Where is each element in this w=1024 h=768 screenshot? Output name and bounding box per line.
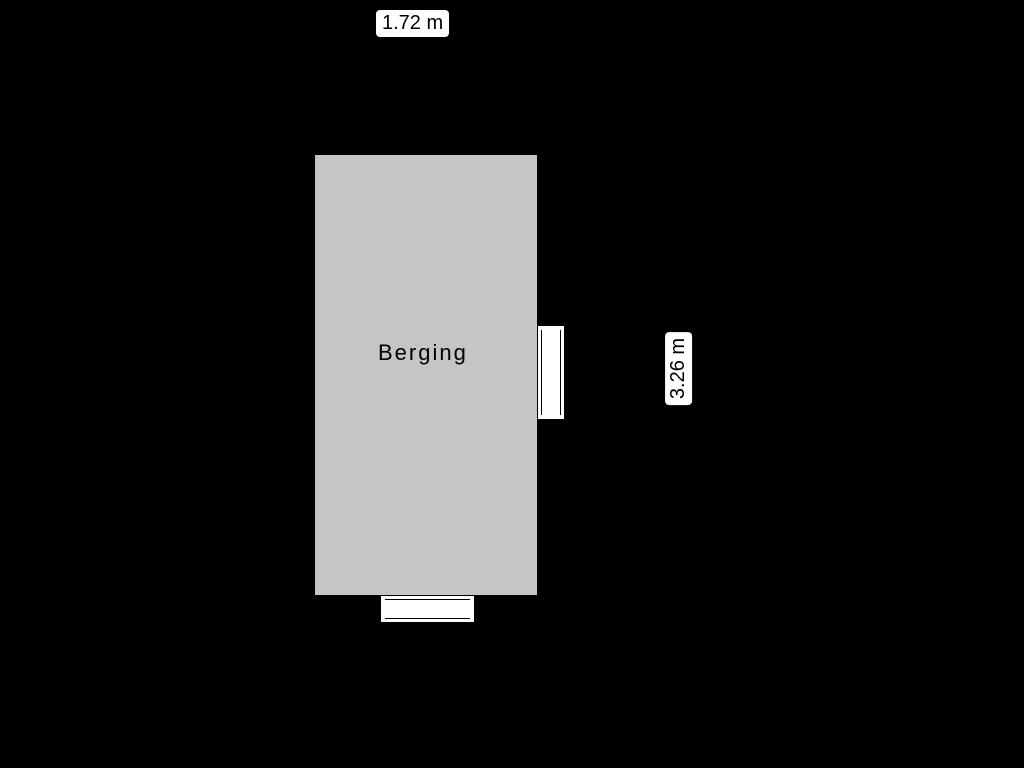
door-right [537,325,565,420]
dimension-height-label: 3.26 m [665,332,692,405]
door-bottom [380,595,475,623]
room-label: Berging [378,340,468,366]
floorplan-canvas: Berging 1.72 m 3.26 m [0,0,1024,768]
room-berging [305,145,547,605]
door-bottom-lines [381,596,474,622]
dimension-width-label: 1.72 m [376,10,449,37]
door-right-lines [538,326,564,419]
